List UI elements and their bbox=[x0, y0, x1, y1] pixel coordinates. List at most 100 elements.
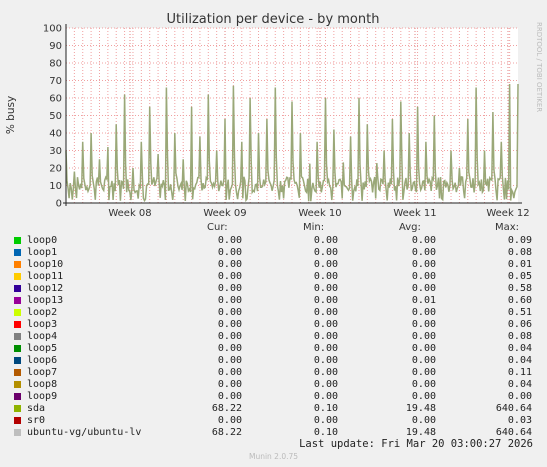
legend-max: 0.04 bbox=[507, 379, 532, 390]
legend-min: 0.00 bbox=[313, 307, 338, 318]
legend-avg: 0.00 bbox=[411, 247, 436, 258]
legend-swatch bbox=[14, 273, 21, 280]
legend-min: 0.00 bbox=[313, 283, 338, 294]
legend-swatch bbox=[14, 381, 21, 388]
x-tick-label: Week 11 bbox=[393, 208, 436, 219]
legend-name: loop5 bbox=[27, 343, 58, 354]
legend-max: 0.04 bbox=[507, 343, 532, 354]
legend-name: loop11 bbox=[27, 271, 64, 282]
legend-avg: 0.00 bbox=[411, 319, 436, 330]
header-cur: Cur: bbox=[207, 222, 228, 233]
legend-avg: 0.00 bbox=[411, 271, 436, 282]
legend-cur: 0.00 bbox=[217, 343, 242, 354]
y-tick-labels: 0 10 20 30 40 50 60 70 80 90 100 bbox=[43, 24, 62, 210]
legend-swatch bbox=[14, 261, 21, 268]
legend-avg: 0.00 bbox=[411, 307, 436, 318]
legend-max: 0.05 bbox=[507, 271, 532, 282]
legend-avg: 0.00 bbox=[411, 391, 436, 402]
legend-swatch bbox=[14, 405, 21, 412]
legend-name: ubuntu-vg/ubuntu-lv bbox=[27, 427, 142, 438]
legend-max: 0.58 bbox=[507, 283, 532, 294]
legend-row: loop7 0.00 0.00 0.00 0.11 bbox=[0, 367, 547, 379]
legend-cur: 0.00 bbox=[217, 235, 242, 246]
legend-max: 0.11 bbox=[507, 367, 532, 378]
legend-max: 0.04 bbox=[507, 355, 532, 366]
x-tick-label: Week 09 bbox=[203, 208, 246, 219]
legend-min: 0.00 bbox=[313, 295, 338, 306]
legend-min: 0.10 bbox=[313, 403, 338, 414]
legend-max: 640.64 bbox=[495, 427, 532, 438]
y-tick-label: 0 bbox=[56, 199, 62, 210]
legend-name: loop3 bbox=[27, 319, 58, 330]
legend-name: loop6 bbox=[27, 355, 58, 366]
legend-cur: 0.00 bbox=[217, 391, 242, 402]
series-sda bbox=[65, 83, 519, 203]
legend-swatch bbox=[14, 357, 21, 364]
legend-max: 0.51 bbox=[507, 307, 532, 318]
legend-row: loop6 0.00 0.00 0.00 0.04 bbox=[0, 355, 547, 367]
legend-swatch bbox=[14, 417, 21, 424]
legend-swatch bbox=[14, 321, 21, 328]
legend-row: loop10 0.00 0.00 0.00 0.01 bbox=[0, 259, 547, 271]
legend-min: 0.00 bbox=[313, 343, 338, 354]
y-tick-label: 90 bbox=[49, 41, 62, 52]
last-update: Last update: Fri Mar 20 03:00:27 2026 bbox=[299, 438, 533, 450]
legend-cur: 0.00 bbox=[217, 415, 242, 426]
legend-min: 0.00 bbox=[313, 367, 338, 378]
legend-row: loop11 0.00 0.00 0.00 0.05 bbox=[0, 271, 547, 283]
y-tick-label: 50 bbox=[49, 111, 62, 122]
legend-swatch bbox=[14, 345, 21, 352]
legend-cur: 0.00 bbox=[217, 247, 242, 258]
legend-row: loop9 0.00 0.00 0.00 0.00 bbox=[0, 391, 547, 403]
legend-row: sda 68.22 0.10 19.48 640.64 bbox=[0, 403, 547, 415]
legend-max: 0.00 bbox=[507, 391, 532, 402]
legend-max: 0.08 bbox=[507, 331, 532, 342]
legend-avg: 0.01 bbox=[411, 295, 436, 306]
legend-cur: 0.00 bbox=[217, 307, 242, 318]
legend-cur: 68.22 bbox=[211, 427, 242, 438]
legend-name: loop10 bbox=[27, 259, 64, 270]
legend-min: 0.00 bbox=[313, 247, 338, 258]
legend-avg: 0.00 bbox=[411, 259, 436, 270]
legend-max: 0.09 bbox=[507, 235, 532, 246]
legend-swatch bbox=[14, 309, 21, 316]
chart-title: Utilization per device - by month bbox=[167, 12, 380, 27]
legend-row: loop12 0.00 0.00 0.00 0.58 bbox=[0, 283, 547, 295]
legend-swatch bbox=[14, 249, 21, 256]
legend-swatch bbox=[14, 429, 21, 436]
legend-cur: 0.00 bbox=[217, 355, 242, 366]
chart-area: Utilization per device - by month % busy… bbox=[5, 12, 543, 219]
legend-avg: 0.00 bbox=[411, 331, 436, 342]
y-tick-label: 100 bbox=[43, 24, 62, 35]
y-tick-label: 40 bbox=[49, 129, 62, 140]
legend-cur: 0.00 bbox=[217, 271, 242, 282]
legend-swatch bbox=[14, 393, 21, 400]
legend-name: loop1 bbox=[27, 247, 58, 258]
x-tick-labels: Week 08 Week 09 Week 10 Week 11 Week 12 bbox=[108, 208, 529, 219]
y-tick-label: 10 bbox=[49, 181, 62, 192]
y-tick-label: 60 bbox=[49, 94, 62, 105]
legend-avg: 19.48 bbox=[405, 403, 436, 414]
legend-max: 0.01 bbox=[507, 259, 532, 270]
legend-avg: 0.00 bbox=[411, 283, 436, 294]
legend-cur: 68.22 bbox=[211, 403, 242, 414]
y-axis-label: % busy bbox=[5, 96, 17, 134]
legend-avg: 0.00 bbox=[411, 415, 436, 426]
legend-max: 0.08 bbox=[507, 247, 532, 258]
legend-avg: 0.00 bbox=[411, 343, 436, 354]
legend-min: 0.10 bbox=[313, 427, 338, 438]
legend-cur: 0.00 bbox=[217, 283, 242, 294]
legend-row: loop3 0.00 0.00 0.00 0.06 bbox=[0, 319, 547, 331]
legend-row: loop1 0.00 0.00 0.00 0.08 bbox=[0, 247, 547, 259]
legend-avg: 19.48 bbox=[405, 427, 436, 438]
header-avg: Avg: bbox=[399, 222, 421, 233]
legend-row: loop2 0.00 0.00 0.00 0.51 bbox=[0, 307, 547, 319]
legend-avg: 0.00 bbox=[411, 367, 436, 378]
legend-name: sr0 bbox=[27, 415, 46, 426]
legend-min: 0.00 bbox=[313, 331, 338, 342]
y-tick-label: 30 bbox=[49, 146, 62, 157]
legend-cur: 0.00 bbox=[217, 295, 242, 306]
legend-name: loop0 bbox=[27, 235, 58, 246]
legend-min: 0.00 bbox=[313, 271, 338, 282]
legend-max: 640.64 bbox=[495, 403, 532, 414]
